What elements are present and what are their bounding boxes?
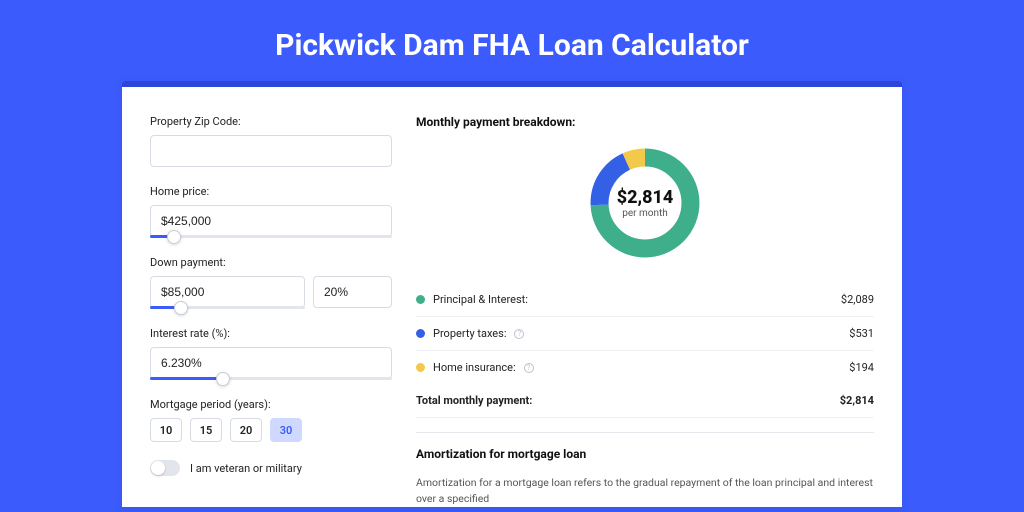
period-btn-15[interactable]: 15 xyxy=(190,418,222,442)
legend-dot xyxy=(416,363,425,372)
interest-label: Interest rate (%): xyxy=(150,327,392,340)
interest-slider-thumb[interactable] xyxy=(216,372,230,386)
period-btn-10[interactable]: 10 xyxy=(150,418,182,442)
zip-group: Property Zip Code: xyxy=(150,115,392,167)
home-price-group: Home price: xyxy=(150,185,392,238)
breakdown-label: Principal & Interest: xyxy=(433,293,528,306)
breakdown-rows: Principal & Interest: $2,089 Property taxe… xyxy=(416,283,874,384)
total-label: Total monthly payment: xyxy=(416,394,532,407)
donut-wrap: $2,814 per month xyxy=(416,143,874,263)
breakdown-label: Home insurance: xyxy=(433,361,516,374)
down-payment-input[interactable] xyxy=(150,276,305,308)
period-label: Mortgage period (years): xyxy=(150,398,392,411)
home-price-input[interactable] xyxy=(150,205,392,237)
down-payment-slider[interactable] xyxy=(150,306,305,309)
veteran-row: I am veteran or military xyxy=(150,460,392,476)
zip-input[interactable] xyxy=(150,135,392,167)
veteran-toggle[interactable] xyxy=(150,460,180,476)
breakdown-value: $531 xyxy=(849,327,874,340)
down-payment-slider-thumb[interactable] xyxy=(174,301,188,315)
page-title: Pickwick Dam FHA Loan Calculator xyxy=(0,0,1024,81)
breakdown-value: $2,089 xyxy=(841,293,874,306)
donut-chart: $2,814 per month xyxy=(585,143,705,263)
total-row: Total monthly payment: $2,814 xyxy=(416,384,874,418)
amortization-title: Amortization for mortgage loan xyxy=(416,447,874,461)
down-payment-group: Down payment: xyxy=(150,256,392,309)
breakdown-row: Home insurance:? $194 xyxy=(416,351,874,384)
amortization-section: Amortization for mortgage loan Amortizat… xyxy=(416,432,874,507)
total-value: $2,814 xyxy=(840,394,874,407)
donut-center: $2,814 per month xyxy=(585,143,705,263)
legend-dot xyxy=(416,295,425,304)
breakdown-column: Monthly payment breakdown: $2,814 per mo… xyxy=(416,115,874,507)
form-column: Property Zip Code: Home price: Down paym… xyxy=(150,115,392,507)
interest-input[interactable] xyxy=(150,347,392,379)
breakdown-value: $194 xyxy=(849,361,874,374)
period-btn-20[interactable]: 20 xyxy=(230,418,262,442)
home-price-label: Home price: xyxy=(150,185,392,198)
period-buttons: 10 15 20 30 xyxy=(150,418,392,442)
breakdown-title: Monthly payment breakdown: xyxy=(416,115,874,129)
breakdown-row: Property taxes:? $531 xyxy=(416,317,874,351)
amortization-text: Amortization for a mortgage loan refers … xyxy=(416,475,874,507)
legend-dot xyxy=(416,329,425,338)
home-price-slider[interactable] xyxy=(150,235,392,238)
down-payment-label: Down payment: xyxy=(150,256,392,269)
home-price-slider-thumb[interactable] xyxy=(167,230,181,244)
breakdown-label: Property taxes: xyxy=(433,327,506,340)
veteran-label: I am veteran or military xyxy=(190,462,302,475)
down-payment-pct-input[interactable] xyxy=(313,276,392,308)
period-group: Mortgage period (years): 10 15 20 30 xyxy=(150,398,392,442)
interest-group: Interest rate (%): xyxy=(150,327,392,380)
breakdown-row: Principal & Interest: $2,089 xyxy=(416,283,874,317)
info-icon[interactable]: ? xyxy=(524,363,534,373)
period-btn-30[interactable]: 30 xyxy=(270,418,302,442)
interest-slider[interactable] xyxy=(150,377,392,380)
donut-sub: per month xyxy=(622,208,668,219)
calculator-card: Property Zip Code: Home price: Down paym… xyxy=(122,81,902,507)
info-icon[interactable]: ? xyxy=(514,329,524,339)
zip-label: Property Zip Code: xyxy=(150,115,392,128)
interest-slider-fill xyxy=(150,377,223,380)
donut-amount: $2,814 xyxy=(617,187,674,208)
veteran-toggle-knob xyxy=(151,461,165,475)
